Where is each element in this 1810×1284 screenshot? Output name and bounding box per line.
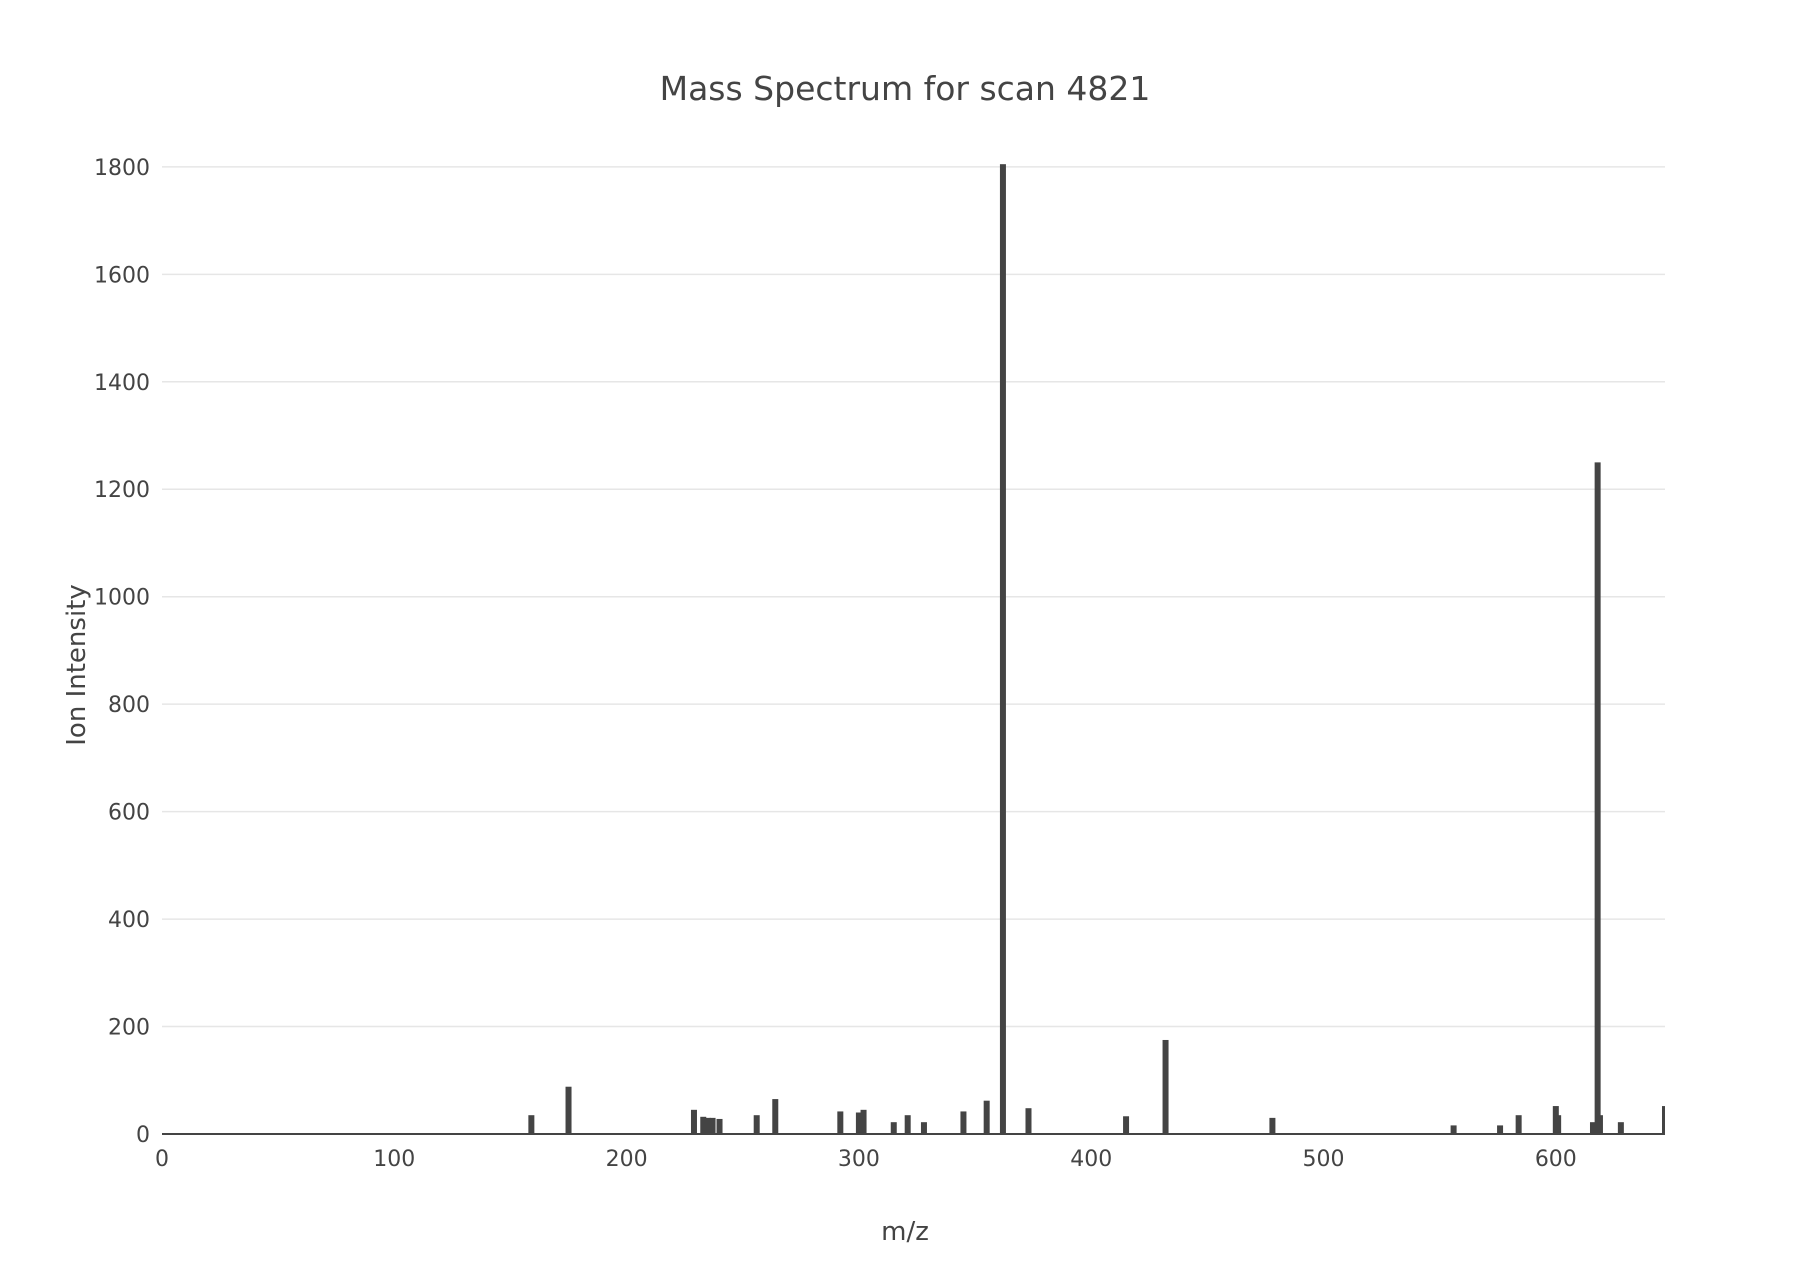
spectrum-peak-bar xyxy=(904,1115,911,1134)
y-tick-label: 1600 xyxy=(94,263,150,288)
y-axis-ticks: 0 200 400 600 800 1000 1200 1400 1600 1800 xyxy=(94,156,150,1148)
spectrum-peak-bar xyxy=(1594,462,1601,1134)
spectrum-peak-bar xyxy=(528,1115,535,1134)
spectrum-peak-bar xyxy=(704,1117,711,1134)
spectrum-peak-bar xyxy=(983,1100,990,1134)
y-tick-label: 1000 xyxy=(94,586,150,611)
x-tick-label: 600 xyxy=(1535,1147,1577,1172)
spectrum-peak-bar xyxy=(1497,1125,1504,1134)
spectrum-peak-bar xyxy=(1617,1122,1624,1134)
y-tick-label: 1200 xyxy=(94,478,150,503)
spectrum-peak-bar xyxy=(1162,1039,1169,1134)
x-tick-label: 200 xyxy=(606,1147,648,1172)
spectrum-peak-bar xyxy=(1596,1115,1603,1134)
x-tick-label: 0 xyxy=(155,1147,169,1172)
spectrum-peak-bar xyxy=(1662,1106,1665,1134)
spectrum-peak-bar xyxy=(999,164,1006,1135)
y-axis-label: Ion Intensity xyxy=(62,584,92,745)
spectrum-peak-bar xyxy=(890,1122,897,1134)
spectrum-peak-bar xyxy=(1555,1115,1562,1134)
spectrum-peak-bar xyxy=(1123,1116,1130,1134)
spectrum-peak-bar xyxy=(855,1112,862,1134)
y-tick-label: 1400 xyxy=(94,371,150,396)
spectrum-peak-bar xyxy=(1450,1125,1457,1134)
y-tick-label: 600 xyxy=(108,801,150,826)
x-tick-label: 300 xyxy=(838,1147,880,1172)
spectrum-peak-bar xyxy=(960,1111,967,1134)
spectrum-peak-bar xyxy=(700,1116,707,1134)
spectrum-peak-bar xyxy=(716,1118,723,1134)
x-tick-label: 100 xyxy=(373,1147,415,1172)
spectrum-bars xyxy=(528,164,1665,1135)
grid-lines xyxy=(162,166,1665,1028)
spectrum-peak-bar xyxy=(1589,1122,1596,1134)
chart-title: Mass Spectrum for scan 4821 xyxy=(660,69,1151,108)
spectrum-peak-bar xyxy=(1025,1108,1032,1134)
y-tick-label: 200 xyxy=(108,1016,150,1041)
spectrum-peak-bar xyxy=(565,1086,572,1134)
spectrum-peak-bar xyxy=(772,1099,779,1134)
y-tick-label: 400 xyxy=(108,908,150,933)
x-tick-label: 400 xyxy=(1070,1147,1112,1172)
spectrum-peak-bar xyxy=(753,1115,760,1134)
x-axis-label: m/z xyxy=(881,1217,929,1247)
x-tick-label: 500 xyxy=(1303,1147,1345,1172)
x-axis-ticks: 0 100 200 300 400 500 600 xyxy=(155,1147,1577,1172)
spectrum-peak-bar xyxy=(709,1117,716,1134)
y-tick-label: 0 xyxy=(136,1123,150,1148)
spectrum-peak-bar xyxy=(1269,1117,1276,1134)
spectrum-peak-bar xyxy=(837,1111,844,1134)
spectrum-peak-bar xyxy=(1515,1115,1522,1134)
spectrum-peak-bar xyxy=(920,1122,927,1134)
y-tick-label: 800 xyxy=(108,693,150,718)
y-tick-label: 1800 xyxy=(94,156,150,181)
spectrum-peak-bar xyxy=(690,1109,697,1134)
spectrum-peak-bar xyxy=(860,1109,867,1134)
